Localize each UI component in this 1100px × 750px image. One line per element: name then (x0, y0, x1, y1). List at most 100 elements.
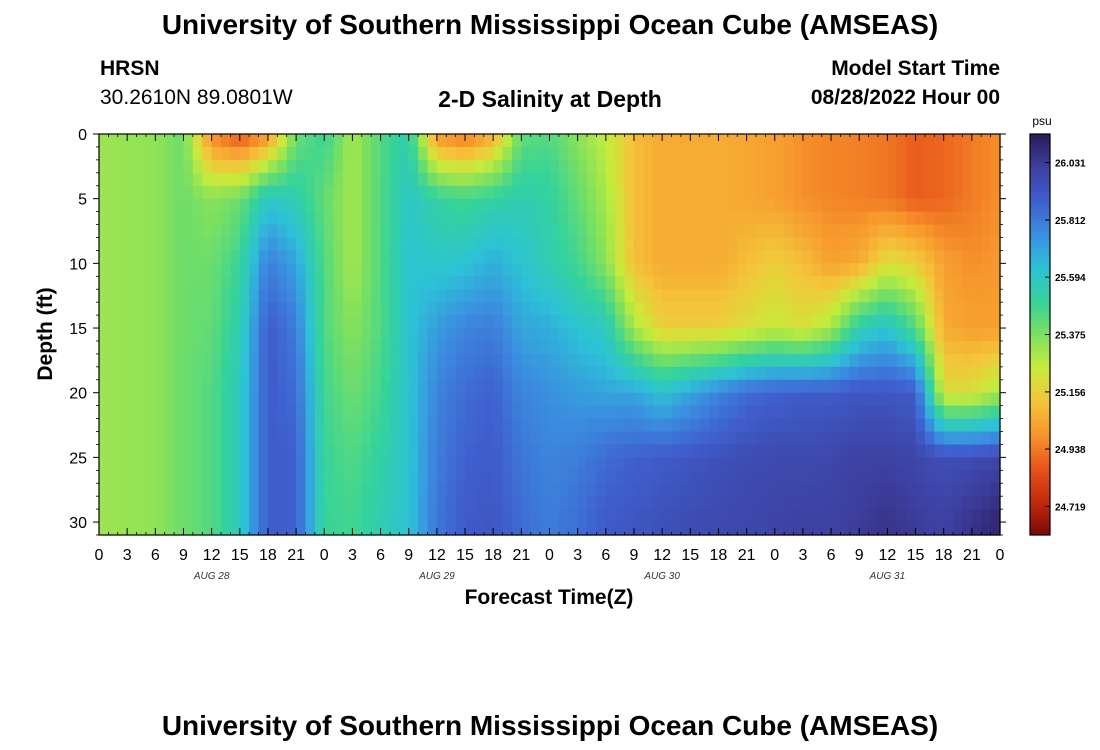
heatmap-cell (868, 198, 879, 213)
heatmap-cell (427, 457, 438, 471)
heatmap-cell (896, 185, 907, 200)
heatmap-cell (953, 263, 964, 277)
heatmap-cell (258, 185, 269, 200)
heatmap-cell (596, 276, 607, 290)
heatmap-cell (145, 522, 156, 536)
heatmap-cell (774, 418, 785, 433)
heatmap-cell (934, 405, 945, 420)
heatmap-cell (493, 134, 504, 148)
heatmap-cell (727, 328, 738, 342)
heatmap-cell (558, 353, 569, 368)
heatmap-cell (408, 315, 419, 329)
heatmap-cell (108, 431, 119, 446)
heatmap-cell (314, 302, 325, 316)
heatmap-cell (136, 457, 147, 471)
heatmap-cell (755, 457, 766, 471)
heatmap-cell (192, 522, 203, 536)
heatmap-cell (361, 470, 372, 484)
heatmap-cell (436, 172, 447, 187)
heatmap-cell (399, 457, 410, 471)
heatmap-cell (662, 483, 673, 497)
heatmap-cell (399, 250, 410, 264)
heatmap-cell (221, 211, 231, 226)
heatmap-cell (962, 276, 973, 290)
heatmap-cell (896, 315, 907, 329)
heatmap-cell (981, 353, 992, 368)
heatmap-cell (765, 159, 776, 174)
heatmap-cell (399, 392, 410, 407)
heatmap-cell (671, 250, 682, 264)
heatmap-cell (633, 340, 644, 355)
heatmap-field (99, 134, 1001, 536)
heatmap-cell (483, 302, 494, 316)
heatmap-cell (812, 353, 823, 368)
heatmap-cell (333, 159, 344, 174)
heatmap-cell (211, 250, 222, 264)
heatmap-cell (183, 509, 194, 523)
heatmap-cell (239, 418, 250, 433)
heatmap-cell (136, 315, 147, 329)
heatmap-cell (737, 496, 748, 510)
heatmap-cell (643, 159, 654, 174)
heatmap-cell (774, 353, 785, 368)
heatmap-cell (511, 172, 522, 187)
heatmap-cell (596, 224, 607, 239)
heatmap-cell (408, 159, 419, 174)
heatmap-cell (540, 185, 551, 200)
heatmap-cell (887, 159, 898, 174)
heatmap-cell (164, 198, 175, 213)
heatmap-cell (737, 328, 748, 342)
heatmap-cell (737, 392, 748, 407)
heatmap-cell (699, 159, 710, 174)
heatmap-cell (943, 276, 954, 290)
heatmap-cell (605, 159, 616, 174)
heatmap-cell (324, 444, 335, 458)
heatmap-cell (530, 444, 541, 458)
heatmap-cell (230, 392, 241, 407)
heatmap-cell (446, 328, 457, 342)
heatmap-cell (502, 353, 513, 368)
heatmap-cell (624, 366, 635, 381)
x-tick-label: 21 (512, 547, 530, 564)
heatmap-cell (361, 237, 372, 252)
heatmap-cell (774, 522, 785, 536)
heatmap-cell (455, 470, 466, 484)
heatmap-cell (849, 366, 860, 381)
heatmap-cell (521, 237, 532, 252)
heatmap-cell (446, 470, 457, 484)
heatmap-cell (784, 224, 795, 239)
heatmap-cell (371, 496, 382, 510)
heatmap-cell (389, 483, 400, 497)
heatmap-cell (859, 457, 870, 471)
heatmap-cell (183, 483, 194, 497)
heatmap-cell (483, 134, 494, 148)
heatmap-cell (258, 340, 269, 355)
heatmap-cell (239, 302, 250, 316)
heatmap-cell (784, 379, 795, 394)
heatmap-cell (633, 302, 644, 316)
heatmap-cell (389, 340, 400, 355)
heatmap-cell (286, 431, 297, 446)
heatmap-cell (286, 159, 297, 174)
heatmap-cell (887, 483, 898, 497)
heatmap-cell (737, 522, 748, 536)
heatmap-cell (943, 444, 954, 458)
page-title: University of Southern Mississippi Ocean… (161, 9, 939, 40)
heatmap-cell (483, 405, 494, 420)
heatmap-cell (596, 509, 607, 523)
heatmap-cell (296, 509, 307, 523)
heatmap-cell (399, 509, 410, 523)
heatmap-cell (924, 405, 935, 420)
heatmap-cell (230, 302, 241, 316)
heatmap-cell (145, 211, 156, 226)
heatmap-cell (174, 457, 185, 471)
heatmap-cell (727, 457, 738, 471)
heatmap-cell (511, 353, 522, 368)
heatmap-cell (418, 431, 429, 446)
heatmap-cell (427, 431, 438, 446)
heatmap-cell (305, 224, 316, 239)
heatmap-cell (699, 250, 710, 264)
heatmap-cell (906, 509, 917, 523)
heatmap-cell (605, 366, 616, 381)
heatmap-cell (483, 211, 494, 226)
